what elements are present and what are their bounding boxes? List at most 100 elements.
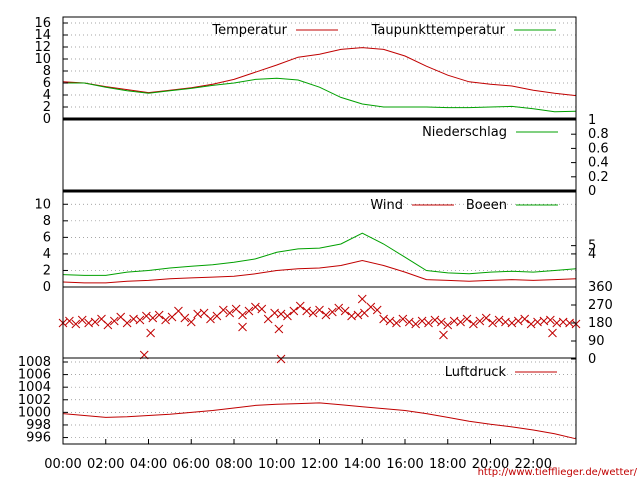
wind-direction-point — [372, 305, 382, 315]
y-tick-label-temperature: 8 — [43, 64, 51, 79]
wind-direction-point — [545, 315, 555, 325]
wind-direction-point — [404, 317, 414, 327]
wind-direction-point — [315, 305, 324, 315]
wind-direction-point — [77, 315, 87, 325]
legend-label-Taupunkttemperatur: Taupunkttemperatur — [371, 23, 506, 38]
x-tick-label: 06:00 — [173, 457, 210, 472]
y-tick-label-pressure: 998 — [26, 418, 51, 433]
wind-direction-point — [206, 314, 215, 324]
y-tick-label-wind: 10 — [34, 197, 51, 212]
y-tick-label-pressure: 1000 — [18, 405, 51, 420]
wind-direction-point — [392, 318, 401, 328]
wind-direction-point — [186, 317, 196, 327]
wind-direction-point — [295, 301, 305, 311]
wind-direction-point — [475, 316, 485, 326]
x-tick-label: 04:00 — [130, 457, 167, 472]
wind-direction-point — [385, 316, 395, 326]
wind-direction-point — [443, 320, 453, 330]
wind-direction-point — [251, 302, 260, 312]
wind-direction-point — [436, 317, 446, 327]
wind-direction-point — [411, 319, 421, 329]
y-tick-label-temperature: 12 — [34, 40, 51, 55]
wind-direction-point — [244, 306, 254, 316]
wind-direction-point — [225, 308, 235, 318]
y2-tick-label-precipitation: 0.6 — [588, 141, 609, 156]
x-tick-label: 16:00 — [386, 457, 423, 472]
y-tick-label-wind: 0 — [43, 280, 51, 295]
y2-tick-label-precipitation: 0.4 — [588, 156, 609, 171]
y-tick-label-pressure: 1006 — [18, 368, 51, 383]
wind-direction-point — [327, 307, 337, 317]
wind-direction-point — [302, 306, 312, 316]
legend-label-Niederschlag: Niederschlag — [422, 125, 507, 140]
wind-direction-point — [276, 354, 286, 364]
wind-direction-point — [430, 315, 440, 325]
data-layer — [58, 47, 581, 440]
wind-direction-point — [398, 314, 408, 324]
wind-direction-point — [276, 309, 286, 319]
wind-direction-point — [507, 318, 517, 328]
wind-direction-point — [154, 310, 164, 320]
wind-direction-point — [334, 303, 344, 313]
y2-tick-label-wind: 5 — [588, 239, 596, 254]
wind-direction-point — [218, 305, 228, 315]
wind-direction-point — [90, 317, 100, 327]
legend-label-Temperatur: Temperatur — [211, 23, 287, 38]
y-tick-label-pressure: 1008 — [18, 355, 51, 370]
y2-tick-label-wind_direction: 270 — [588, 298, 613, 313]
wind-direction-point — [379, 314, 388, 324]
y-tick-label-temperature: 0 — [43, 112, 51, 127]
y2-tick-label-precipitation: 1 — [588, 113, 596, 128]
legend-label-Wind: Wind — [370, 198, 403, 213]
wind-direction-point — [513, 316, 523, 326]
wind-direction-point — [520, 314, 530, 324]
wind-direction-point — [481, 313, 491, 323]
wind-direction-point — [135, 315, 145, 325]
wind-direction-point — [462, 314, 472, 324]
x-tick-label: 20:00 — [472, 457, 509, 472]
wind-direction-point — [289, 306, 299, 316]
y2-tick-label-precipitation: 0.2 — [588, 170, 609, 185]
wind-direction-point — [142, 311, 151, 321]
wind-direction-point — [180, 313, 190, 323]
legend-label-Boeen: Boeen — [466, 198, 507, 213]
wind-direction-point — [357, 294, 367, 304]
y2-tick-label-precipitation: 0 — [588, 184, 596, 199]
wind-direction-point — [494, 315, 504, 325]
source-url[interactable]: http://www.tiefflieger.de/wetter/ — [478, 467, 638, 478]
y-tick-label-temperature: 2 — [43, 100, 51, 115]
y2-tick-label-wind: 4 — [588, 247, 596, 262]
wind-direction-point — [439, 330, 448, 340]
frame-layer — [62, 16, 577, 445]
wind-direction-point — [274, 324, 284, 334]
x-tick-label: 02:00 — [87, 457, 124, 472]
wind-direction-point — [174, 306, 183, 316]
wind-direction-point — [308, 308, 318, 318]
grid-layer — [63, 22, 576, 438]
y-tick-label-pressure: 1002 — [18, 393, 51, 408]
x-tick-label: 22:00 — [515, 457, 552, 472]
series-line-Taupunkttemperatur — [63, 77, 577, 113]
panel-frame-wind_direction — [62, 286, 577, 359]
x-tick-label: 00:00 — [44, 457, 81, 472]
series-line-Temperatur — [62, 47, 577, 97]
y2-tick-label-wind_direction: 180 — [588, 316, 613, 331]
y-tick-label-temperature: 16 — [34, 16, 51, 31]
wind-direction-point — [161, 315, 170, 325]
wind-direction-point — [238, 322, 247, 332]
y-tick-label-wind: 8 — [43, 214, 51, 229]
wind-direction-point — [417, 316, 427, 326]
series-line-Wind — [62, 259, 577, 284]
wind-direction-point — [469, 319, 478, 329]
x-tick-label: 10:00 — [258, 457, 295, 472]
wind-direction-point — [103, 320, 113, 330]
x-tick-label: 12:00 — [301, 457, 338, 472]
wind-direction-point — [321, 310, 331, 320]
x-tick-label: 14:00 — [344, 457, 381, 472]
y2-tick-label-wind_direction: 360 — [588, 280, 613, 295]
y-tick-label-temperature: 14 — [34, 28, 51, 43]
wind-direction-point — [109, 316, 119, 326]
y2-tick-label-precipitation: 0.8 — [588, 127, 609, 142]
wind-direction-point — [238, 310, 247, 320]
